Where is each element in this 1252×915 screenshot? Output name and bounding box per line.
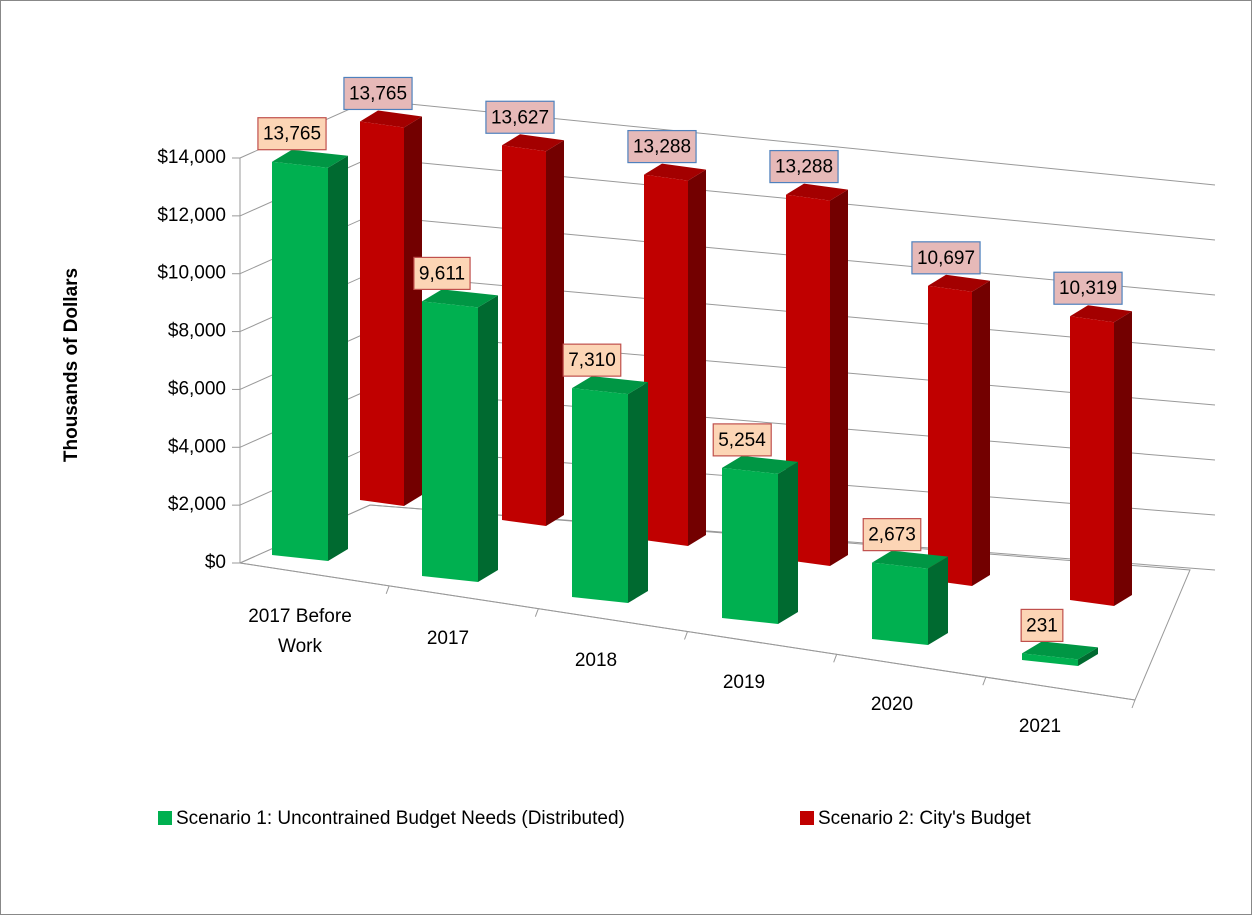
bar-side — [778, 461, 798, 624]
y-tick-label: $4,000 — [168, 436, 226, 457]
bar-front — [502, 145, 546, 527]
x-tick — [833, 654, 838, 663]
bar — [360, 110, 422, 506]
value-label: 10,697 — [917, 248, 975, 269]
bar-top — [786, 183, 848, 201]
legend-swatch — [800, 811, 814, 825]
y-tick-label: $12,000 — [157, 205, 226, 226]
x-tick — [684, 631, 688, 640]
y-tick-label: $2,000 — [168, 494, 226, 515]
x-tick — [534, 608, 539, 617]
bar-front — [644, 174, 688, 546]
value-label: 5,254 — [718, 430, 766, 451]
value-label-box — [562, 343, 622, 377]
value-label: 13,765 — [349, 83, 407, 104]
bar-top — [272, 149, 348, 168]
x-tick — [385, 585, 390, 595]
x-tick-label: 2021 — [1019, 716, 1061, 737]
value-label-box — [413, 256, 471, 290]
value-label: 2,673 — [868, 525, 916, 546]
bar-side — [546, 140, 564, 527]
bar-front — [272, 161, 328, 561]
bar — [928, 274, 990, 586]
value-label-box — [911, 241, 981, 275]
bar-front — [572, 388, 628, 603]
y-axis-label: Thousands of Dollars — [61, 268, 82, 462]
bar-front — [1070, 316, 1114, 606]
bar-top — [722, 455, 798, 474]
bar-side — [1114, 311, 1132, 606]
bar-front — [928, 285, 972, 586]
value-label: 9,611 — [419, 263, 465, 284]
y-tick-label: $14,000 — [157, 147, 226, 168]
value-label: 13,627 — [491, 107, 549, 128]
bar-front — [1022, 653, 1078, 666]
y-tick-label: $8,000 — [168, 321, 226, 342]
value-label-box — [712, 423, 772, 457]
x-tick-label: 2017 Before Work — [248, 606, 352, 657]
bar-top — [422, 289, 498, 308]
x-tick — [982, 676, 987, 686]
bar — [722, 455, 798, 624]
x-tick-label: 2018 — [575, 650, 617, 671]
bar-top — [928, 274, 990, 292]
value-label: 7,310 — [568, 350, 616, 371]
bar — [1022, 641, 1098, 666]
legend-label: Scenario 1: Uncontrained Budget Needs (D… — [176, 808, 625, 829]
y-tick-label: $6,000 — [168, 378, 226, 399]
value-label-box — [343, 76, 413, 111]
value-label-box — [485, 100, 555, 134]
x-tick-label: 2019 — [723, 672, 765, 693]
bar-top — [572, 376, 648, 395]
bar-side — [404, 116, 422, 506]
value-label-box — [862, 518, 922, 552]
value-label-box — [1053, 271, 1123, 305]
bar-side — [830, 189, 848, 566]
value-label: 13,288 — [775, 157, 833, 178]
value-label: 13,765 — [263, 124, 321, 145]
bar-side — [688, 169, 706, 546]
legend-label: Scenario 2: City's Budget — [818, 808, 1031, 829]
bar — [272, 149, 348, 561]
bar-side — [928, 556, 948, 645]
bar-front — [360, 121, 404, 506]
bar — [422, 289, 498, 582]
bar-top — [872, 550, 948, 569]
bar-front — [422, 301, 478, 582]
bar-side — [628, 382, 648, 603]
bar-side — [1078, 647, 1098, 666]
y-tick-label: $0 — [205, 552, 226, 573]
x-tick — [1131, 699, 1136, 709]
value-label: 10,319 — [1059, 278, 1117, 299]
x-tick-label: 2017 — [427, 628, 469, 649]
bar-side — [328, 155, 348, 561]
bar — [502, 134, 564, 527]
bar — [644, 163, 706, 546]
legend-swatch — [158, 811, 172, 825]
bar — [572, 376, 648, 603]
bar-side — [972, 280, 990, 586]
value-label: 13,288 — [633, 137, 691, 158]
bar-top — [644, 163, 706, 181]
bar-top — [1022, 641, 1098, 660]
bar-top — [360, 110, 422, 128]
bar — [872, 550, 948, 645]
value-label: 231 — [1026, 615, 1058, 636]
bar-top — [1070, 305, 1132, 323]
value-label-box — [1020, 608, 1064, 643]
y-tick-label: $10,000 — [157, 263, 226, 284]
value-label-box — [257, 117, 327, 151]
bar-side — [478, 295, 498, 582]
value-label-box — [769, 149, 839, 184]
bar-front — [872, 562, 928, 645]
bar-front — [722, 467, 778, 624]
bar — [1070, 305, 1132, 606]
bar-top — [502, 134, 564, 152]
x-tick-label: 2020 — [871, 694, 913, 715]
value-label-box — [627, 129, 697, 164]
